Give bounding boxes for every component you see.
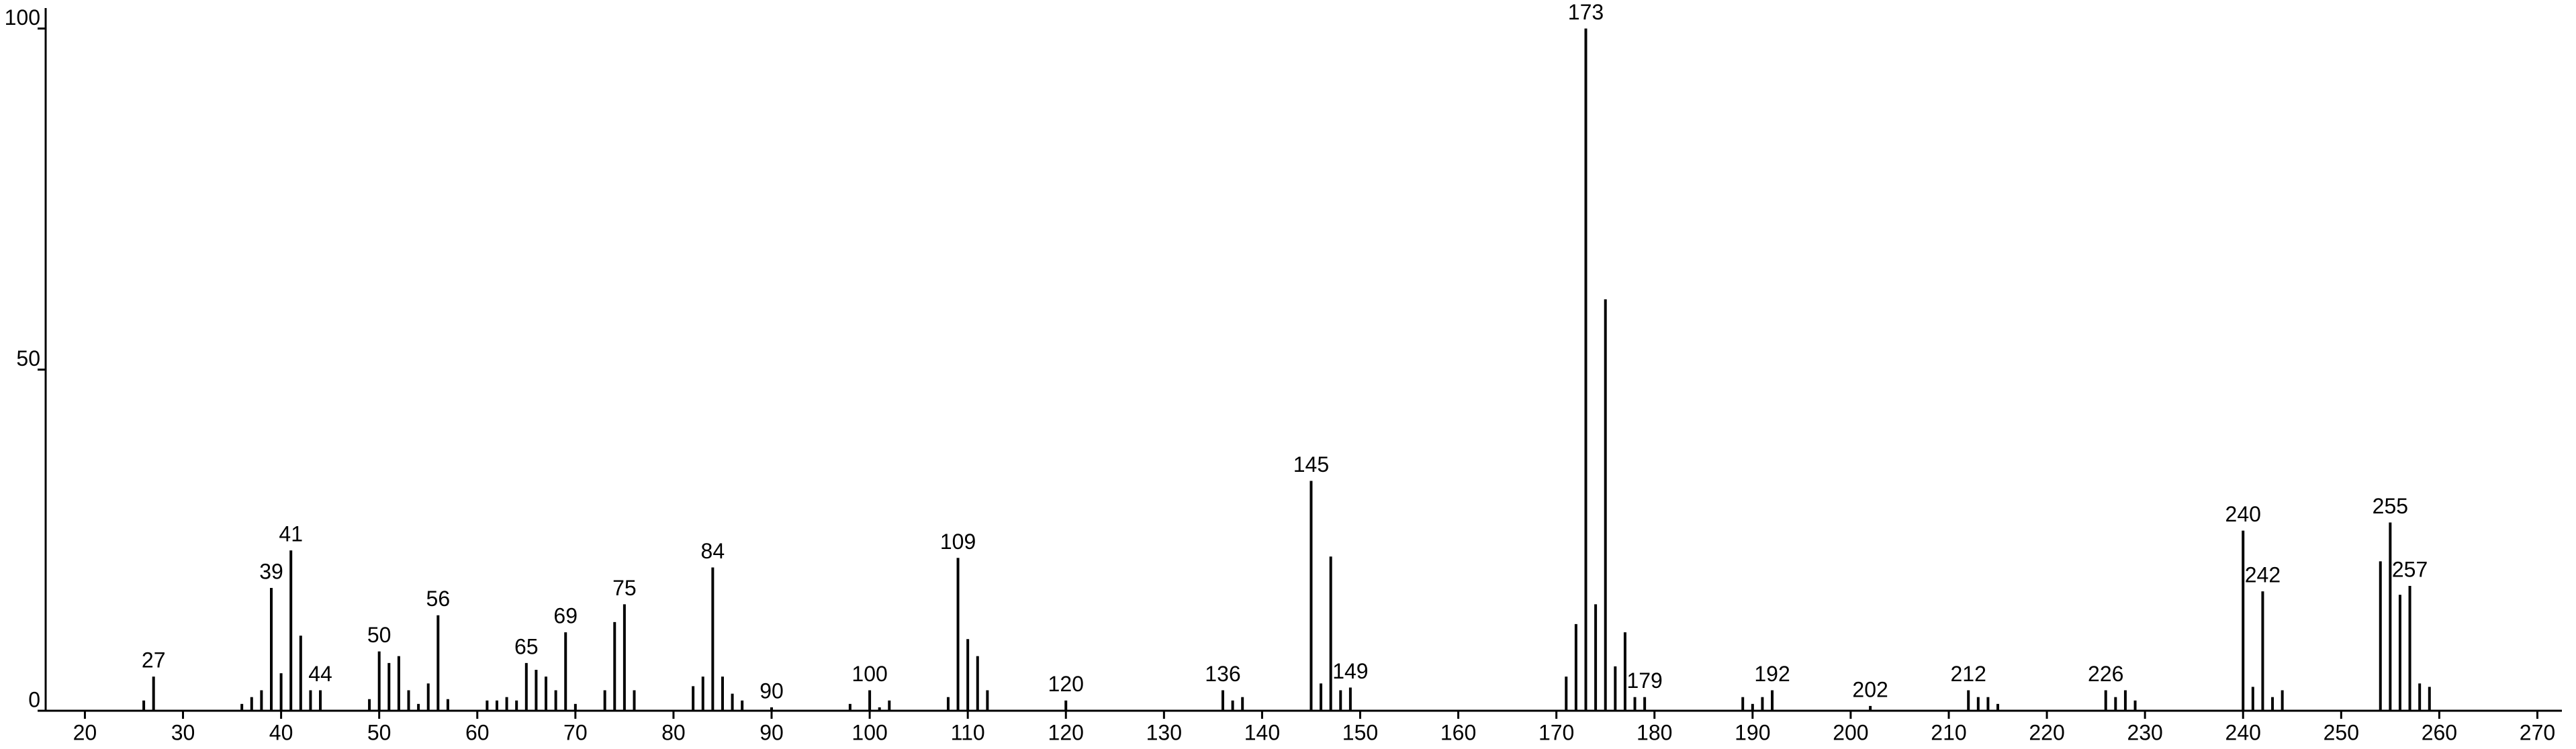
peak-label: 242 (2245, 563, 2281, 587)
peak-label: 120 (1048, 672, 1084, 696)
x-tick-label: 240 (2225, 720, 2261, 744)
peak-label: 192 (1754, 662, 1790, 686)
x-tick-label: 110 (951, 720, 985, 744)
x-tick-label: 50 (367, 720, 392, 744)
peak-label: 149 (1332, 659, 1368, 683)
x-tick-label: 170 (1538, 720, 1574, 744)
x-tick-label: 20 (73, 720, 97, 744)
x-tick-label: 40 (269, 720, 293, 744)
peak-label: 255 (2373, 494, 2408, 518)
peak-label: 257 (2392, 557, 2428, 581)
x-tick-label: 230 (2127, 720, 2162, 744)
peak-label: 145 (1293, 452, 1329, 477)
peak-label: 202 (1852, 677, 1888, 701)
peak-label: 136 (1205, 662, 1240, 686)
x-tick-label: 200 (1833, 720, 1868, 744)
x-tick-label: 270 (2520, 720, 2555, 744)
y-tick-label: 50 (16, 346, 40, 370)
y-tick-label: 0 (28, 687, 40, 711)
x-tick-label: 250 (2324, 720, 2359, 744)
peak-label: 27 (142, 648, 166, 672)
peak-label: 84 (701, 539, 725, 563)
x-tick-label: 190 (1735, 720, 1770, 744)
peak-label: 44 (308, 662, 332, 686)
peak-label: 109 (940, 530, 976, 554)
x-tick-label: 60 (465, 720, 490, 744)
peak-label: 39 (259, 559, 283, 583)
peak-label: 50 (367, 623, 392, 647)
peak-label: 65 (514, 634, 539, 658)
x-tick-label: 220 (2029, 720, 2064, 744)
peak-label: 56 (426, 587, 451, 611)
peak-label: 90 (760, 679, 784, 703)
x-tick-label: 260 (2422, 720, 2457, 744)
x-tick-label: 30 (171, 720, 195, 744)
peak-label: 75 (612, 576, 637, 600)
x-tick-label: 70 (563, 720, 588, 744)
x-tick-label: 140 (1244, 720, 1280, 744)
peak-label: 173 (1568, 0, 1604, 24)
x-tick-label: 180 (1637, 720, 1672, 744)
x-tick-label: 130 (1146, 720, 1182, 744)
peak-label: 240 (2225, 502, 2261, 526)
peak-label: 226 (2088, 662, 2123, 686)
peak-label: 41 (279, 522, 303, 546)
peak-label: 179 (1626, 668, 1662, 693)
x-tick-label: 90 (760, 720, 784, 744)
peak-label: 212 (1951, 662, 1986, 686)
x-tick-label: 150 (1342, 720, 1378, 744)
x-tick-label: 80 (661, 720, 686, 744)
x-tick-label: 120 (1048, 720, 1084, 744)
peak-label: 69 (553, 604, 578, 628)
x-tick-label: 100 (852, 720, 887, 744)
x-tick-label: 160 (1440, 720, 1476, 744)
y-tick-label: 100 (5, 5, 40, 30)
x-tick-label: 210 (1931, 720, 1966, 744)
peak-label: 100 (852, 662, 887, 686)
